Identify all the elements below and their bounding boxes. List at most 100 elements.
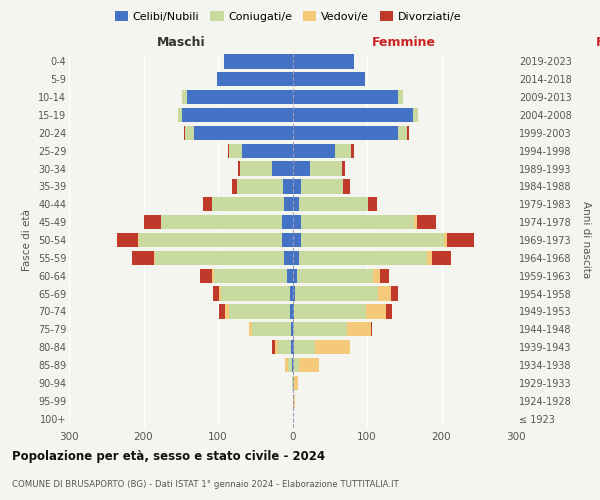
Bar: [292, 376, 293, 390]
Bar: [293, 286, 295, 300]
Bar: [427, 250, 432, 265]
Bar: [212, 197, 284, 212]
Bar: [194, 126, 293, 140]
Bar: [224, 54, 293, 68]
Bar: [293, 72, 365, 86]
Bar: [293, 358, 299, 372]
Bar: [236, 180, 283, 194]
Bar: [293, 340, 294, 354]
Bar: [248, 322, 252, 336]
Bar: [391, 286, 398, 300]
Bar: [182, 108, 293, 122]
Bar: [282, 233, 293, 247]
Bar: [386, 304, 392, 318]
Bar: [414, 215, 417, 230]
Bar: [272, 340, 275, 354]
Bar: [241, 162, 272, 175]
Bar: [310, 162, 341, 175]
Bar: [272, 162, 293, 175]
Bar: [341, 162, 344, 175]
Bar: [366, 304, 386, 318]
Bar: [213, 286, 219, 300]
Bar: [282, 215, 293, 230]
Text: Femmine: Femmine: [596, 36, 600, 49]
Text: COMUNE DI BRUSAPORTO (BG) - Dati ISTAT 1° gennaio 2024 - Elaborazione TUTTITALIA: COMUNE DI BRUSAPORTO (BG) - Dati ISTAT 1…: [12, 480, 399, 489]
Bar: [284, 250, 293, 265]
Text: Maschi: Maschi: [157, 36, 205, 49]
Bar: [131, 250, 154, 265]
Bar: [368, 197, 377, 212]
Bar: [407, 126, 409, 140]
Bar: [293, 250, 299, 265]
Bar: [293, 268, 297, 283]
Bar: [290, 286, 293, 300]
Bar: [178, 108, 182, 122]
Bar: [229, 144, 242, 158]
Bar: [182, 90, 187, 104]
Bar: [275, 340, 278, 354]
Bar: [297, 268, 373, 283]
Bar: [161, 215, 282, 230]
Bar: [229, 304, 290, 318]
Bar: [293, 197, 299, 212]
Bar: [294, 304, 366, 318]
Bar: [299, 250, 427, 265]
Bar: [291, 322, 293, 336]
Bar: [417, 215, 436, 230]
Bar: [347, 322, 371, 336]
Bar: [292, 358, 293, 372]
Bar: [137, 233, 139, 247]
Bar: [293, 215, 301, 230]
Bar: [293, 376, 294, 390]
Y-axis label: Anni di nascita: Anni di nascita: [581, 202, 591, 278]
Bar: [293, 162, 310, 175]
Bar: [373, 268, 380, 283]
Bar: [283, 180, 293, 194]
Legend: Celibi/Nubili, Coniugati/e, Vedovi/e, Divorziati/e: Celibi/Nubili, Coniugati/e, Vedovi/e, Di…: [110, 6, 466, 26]
Bar: [301, 215, 414, 230]
Bar: [242, 144, 293, 158]
Bar: [284, 197, 293, 212]
Bar: [293, 126, 398, 140]
Bar: [293, 108, 413, 122]
Text: Popolazione per età, sesso e stato civile - 2024: Popolazione per età, sesso e stato civil…: [12, 450, 325, 463]
Bar: [293, 233, 301, 247]
Bar: [232, 180, 236, 194]
Bar: [299, 197, 368, 212]
Bar: [290, 304, 293, 318]
Bar: [293, 394, 295, 408]
Bar: [343, 180, 350, 194]
Bar: [293, 144, 335, 158]
Bar: [398, 126, 407, 140]
Bar: [301, 233, 444, 247]
Text: Femmine: Femmine: [372, 36, 436, 49]
Bar: [432, 250, 451, 265]
Bar: [226, 304, 229, 318]
Bar: [413, 108, 418, 122]
Bar: [116, 233, 137, 247]
Bar: [227, 144, 229, 158]
Bar: [444, 233, 447, 247]
Bar: [221, 286, 290, 300]
Bar: [285, 358, 288, 372]
Bar: [184, 126, 185, 140]
Y-axis label: Fasce di età: Fasce di età: [22, 209, 32, 271]
Bar: [220, 304, 226, 318]
Bar: [301, 180, 343, 194]
Bar: [378, 286, 391, 300]
Bar: [154, 250, 155, 265]
Bar: [287, 268, 293, 283]
Bar: [315, 340, 350, 354]
Bar: [293, 180, 301, 194]
Bar: [398, 90, 403, 104]
Bar: [447, 233, 473, 247]
Bar: [293, 322, 347, 336]
Bar: [139, 233, 282, 247]
Bar: [352, 144, 353, 158]
Bar: [299, 358, 319, 372]
Bar: [212, 268, 214, 283]
Bar: [380, 268, 389, 283]
Bar: [291, 340, 293, 354]
Bar: [185, 126, 194, 140]
Bar: [238, 162, 241, 175]
